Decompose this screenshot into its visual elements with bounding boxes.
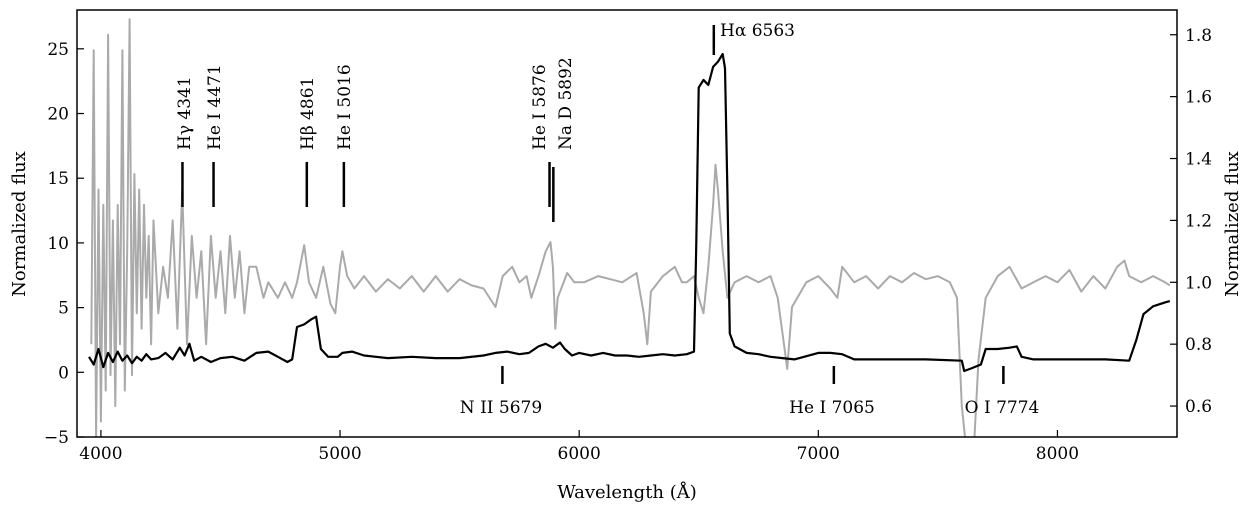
y-left-tick-label: 10 (47, 234, 69, 254)
axis-layer: 4000 5000 6000 7000 8000 −5 0 5 10 15 20 25 0.6 0.8 1.… (44, 26, 1212, 464)
y-axis-title-right: Normalized flux (1222, 151, 1243, 297)
line-annotation-label: N II 5679 (460, 398, 542, 418)
line-annotation-label: He I 5016 (335, 64, 355, 150)
y-right-tick-label: 1.0 (1185, 273, 1212, 293)
line-annotation-label: Hα 6563 (720, 21, 795, 41)
line-annotation-label: He I 4471 (205, 64, 225, 150)
line-annotation-label: Hβ 4861 (298, 77, 318, 150)
x-tick-label: 6000 (558, 444, 601, 464)
line-annotation-label: He I 5876 (530, 64, 550, 150)
y-right-tick-label: 1.8 (1185, 26, 1212, 46)
line-annotation-label: O I 7774 (965, 398, 1040, 418)
y-left-tick-label: 5 (58, 299, 69, 319)
x-tick-label: 5000 (318, 444, 361, 464)
series-line-right-axis (90, 18, 1171, 437)
series-layer (88, 18, 1171, 437)
x-tick-label: 7000 (797, 444, 840, 464)
line-annotation-label: Na D 5892 (556, 57, 576, 150)
x-tick-label: 8000 (1036, 444, 1079, 464)
y-left-tick-label: 15 (47, 169, 69, 189)
x-tick-label: 4000 (79, 444, 122, 464)
annotation-layer: Hγ 4341 He I 4471 Hβ 4861 He I 5016 He I 587… (175, 21, 1039, 418)
series-line-left-axis (88, 52, 1171, 373)
y-left-tick-label: 20 (47, 105, 69, 125)
y-left-tick-label: −5 (44, 428, 69, 448)
y-right-tick-label: 1.2 (1185, 211, 1212, 231)
line-annotation-label: Hγ 4341 (175, 76, 195, 150)
line-annotation-label: He I 7065 (789, 398, 875, 418)
plot-frame (76, 9, 1178, 438)
y-right-tick-label: 1.4 (1185, 150, 1212, 170)
y-axis-title-left: Normalized flux (9, 151, 30, 297)
y-right-tick-label: 0.8 (1185, 335, 1212, 355)
y-left-tick-label: 25 (47, 40, 69, 60)
y-right-tick-label: 0.6 (1185, 397, 1212, 417)
y-left-tick-label: 0 (58, 363, 69, 383)
x-axis-title: Wavelength (Å) (557, 481, 697, 503)
y-right-tick-label: 1.6 (1185, 88, 1212, 108)
